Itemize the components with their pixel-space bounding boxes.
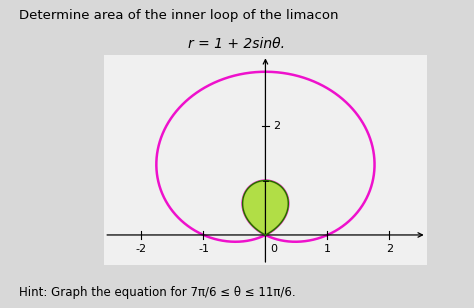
- Text: 0: 0: [270, 244, 277, 254]
- Text: Hint: Graph the equation for 7π/6 ≤ θ ≤ 11π/6.: Hint: Graph the equation for 7π/6 ≤ θ ≤ …: [19, 286, 296, 299]
- Text: 2: 2: [273, 121, 280, 131]
- Polygon shape: [243, 180, 288, 235]
- Text: 2: 2: [386, 244, 393, 254]
- Text: Determine area of the inner loop of the limacon: Determine area of the inner loop of the …: [19, 9, 338, 22]
- Text: 1: 1: [324, 244, 331, 254]
- Text: -2: -2: [136, 244, 147, 254]
- Text: -1: -1: [198, 244, 209, 254]
- Text: r = 1 + 2sinθ.: r = 1 + 2sinθ.: [189, 37, 285, 51]
